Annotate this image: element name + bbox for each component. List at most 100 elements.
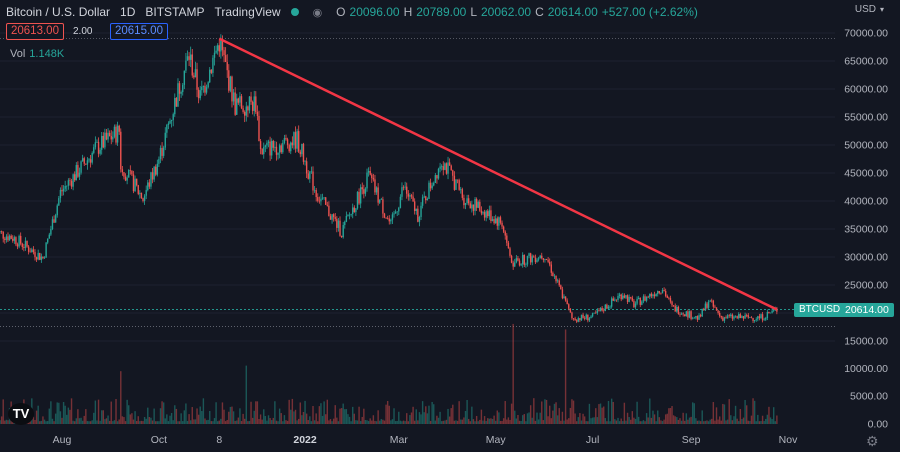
volume-bar: [607, 400, 610, 424]
candle-body: [709, 300, 711, 302]
volume-bar: [604, 418, 607, 424]
candle-body: [237, 98, 240, 103]
candle-body: [19, 235, 22, 244]
tradingview-logo[interactable]: TV: [8, 403, 34, 425]
candle-body: [603, 310, 605, 312]
volume-bar: [440, 421, 443, 424]
volume-bar: [255, 401, 257, 424]
candle-body: [436, 175, 438, 179]
currency-selector[interactable]: USD ▾: [855, 4, 884, 15]
volume-bar: [423, 412, 425, 424]
volume-bar: [128, 405, 130, 424]
candle-body: [741, 316, 743, 318]
candle-body: [418, 216, 421, 222]
sell-price-button[interactable]: 20613.00: [6, 23, 64, 40]
high-value: 20789.00: [416, 5, 467, 19]
volume-bar: [645, 413, 648, 424]
candle-body: [574, 318, 576, 321]
volume-bar: [391, 419, 394, 424]
candle-body: [283, 138, 286, 143]
volume-bar: [588, 403, 591, 424]
volume-bar: [69, 409, 71, 424]
volume-bar: [285, 420, 287, 424]
volume-bar: [571, 399, 573, 424]
candle-body: [660, 292, 662, 294]
candle-body: [448, 162, 451, 166]
volume-bar: [626, 412, 629, 424]
volume-bar: [475, 415, 478, 424]
volume-bar: [501, 420, 503, 424]
candle-body: [107, 132, 109, 140]
volume-bar: [298, 418, 300, 424]
volume-bar: [277, 421, 279, 424]
volume-bar: [293, 411, 295, 424]
candle-body: [610, 298, 613, 307]
candle-body: [170, 119, 173, 121]
candle-body: [147, 182, 149, 191]
volume-bar: [448, 416, 451, 424]
volume-bar: [236, 420, 238, 424]
volume-bar: [471, 406, 473, 424]
buy-price-button[interactable]: 20615.00: [110, 23, 168, 40]
time-tick-label: 2022: [293, 434, 317, 446]
symbol-title[interactable]: Bitcoin / U.S. Dollar: [6, 5, 111, 19]
volume-bar: [725, 420, 727, 424]
volume-bar: [568, 418, 570, 424]
volume-bar: [75, 418, 77, 424]
candle-body: [344, 221, 346, 226]
volume-bar: [514, 410, 516, 424]
volume-bar: [350, 421, 352, 424]
volume-bar: [291, 398, 294, 424]
candle-body: [0, 231, 1, 232]
candle-body: [86, 160, 89, 165]
interval[interactable]: 1D: [120, 5, 136, 19]
candle-body: [194, 69, 197, 78]
candle-body: [652, 294, 654, 297]
candle-body: [615, 299, 618, 301]
trendline[interactable]: [218, 37, 778, 311]
candle-body: [504, 231, 506, 236]
volume-bar: [585, 421, 587, 424]
candle-body: [13, 237, 16, 241]
candle-body: [440, 166, 443, 167]
volume-bar: [771, 419, 773, 424]
candle-body: [671, 301, 673, 306]
time-tick-label: May: [486, 434, 507, 446]
price-axis[interactable]: 70000.00 65000.00 60000.00 55000.00 50000.00…: [844, 28, 888, 431]
candle-body: [533, 256, 535, 258]
candle-body: [259, 141, 262, 150]
volume-bar: [636, 401, 638, 424]
candle-body: [598, 310, 600, 312]
volume-bar: [78, 418, 81, 424]
volume-bar: [517, 414, 519, 424]
volume-bar: [205, 420, 208, 424]
time-tick-label: 8: [216, 434, 222, 446]
volume-bar: [50, 401, 52, 424]
volume-bar: [544, 399, 546, 424]
candle-body: [75, 165, 77, 181]
volume-bar: [431, 401, 433, 424]
candle-body: [601, 307, 603, 311]
eye-icon[interactable]: ◉: [312, 6, 323, 19]
volume-bar: [623, 402, 626, 424]
volume-bar: [545, 399, 548, 424]
gear-icon[interactable]: ⚙: [866, 433, 879, 449]
volume-bar: [741, 419, 743, 424]
candle-body: [399, 196, 402, 208]
candle-body: [480, 210, 483, 214]
candle-body: [267, 141, 270, 143]
volume-bar: [356, 420, 359, 424]
candle-body: [288, 144, 290, 152]
candle-body: [631, 297, 634, 301]
candle-body: [415, 208, 417, 212]
candle-body: [571, 312, 573, 319]
price-tick-label: 45000.00: [844, 168, 888, 180]
time-axis[interactable]: Aug Oct 8 2022 Mar May Jul Sep Nov: [53, 434, 798, 446]
candle-body: [460, 189, 462, 190]
candle-body: [622, 295, 624, 300]
volume-bar: [123, 417, 125, 424]
candle-body: [318, 200, 321, 202]
volume-bar: [81, 420, 84, 424]
candle-body: [89, 159, 92, 163]
